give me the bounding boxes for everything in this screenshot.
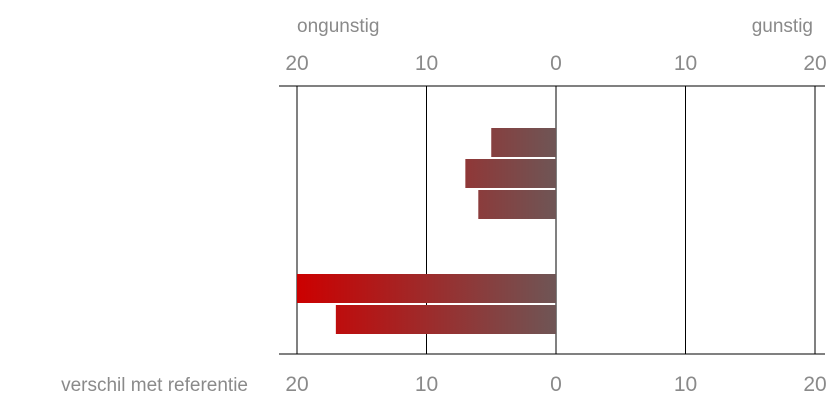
bar-group2-1 bbox=[297, 274, 556, 303]
bar-group2-2 bbox=[335, 305, 556, 334]
x-axis-label: verschil met referentie bbox=[61, 375, 248, 394]
bottom-tick-label-1: 10 bbox=[415, 373, 438, 394]
top-tick-label-1: 10 bbox=[415, 52, 438, 75]
side-label-favorable: gunstig bbox=[752, 16, 813, 37]
bar-group1-3 bbox=[478, 190, 556, 219]
bottom-tick-label-0: 20 bbox=[285, 373, 308, 394]
bar-group1-2 bbox=[465, 159, 556, 188]
top-tick-label-4: 20 bbox=[803, 52, 826, 75]
bottom-tick-label-4: 20 bbox=[803, 373, 826, 394]
bars bbox=[297, 128, 556, 334]
side-label-unfavorable: ongunstig bbox=[297, 16, 379, 37]
top-tick-label-3: 10 bbox=[674, 52, 697, 75]
top-tick-labels: 20 10 0 10 20 bbox=[285, 52, 826, 75]
bottom-tick-label-3: 10 bbox=[674, 373, 697, 394]
bottom-tick-labels: 20 10 0 10 20 bbox=[285, 373, 826, 394]
bar-group1-1 bbox=[491, 128, 556, 157]
bottom-tick-label-2: 0 bbox=[550, 373, 562, 394]
top-tick-label-0: 20 bbox=[285, 52, 308, 75]
top-tick-label-2: 0 bbox=[550, 52, 562, 75]
